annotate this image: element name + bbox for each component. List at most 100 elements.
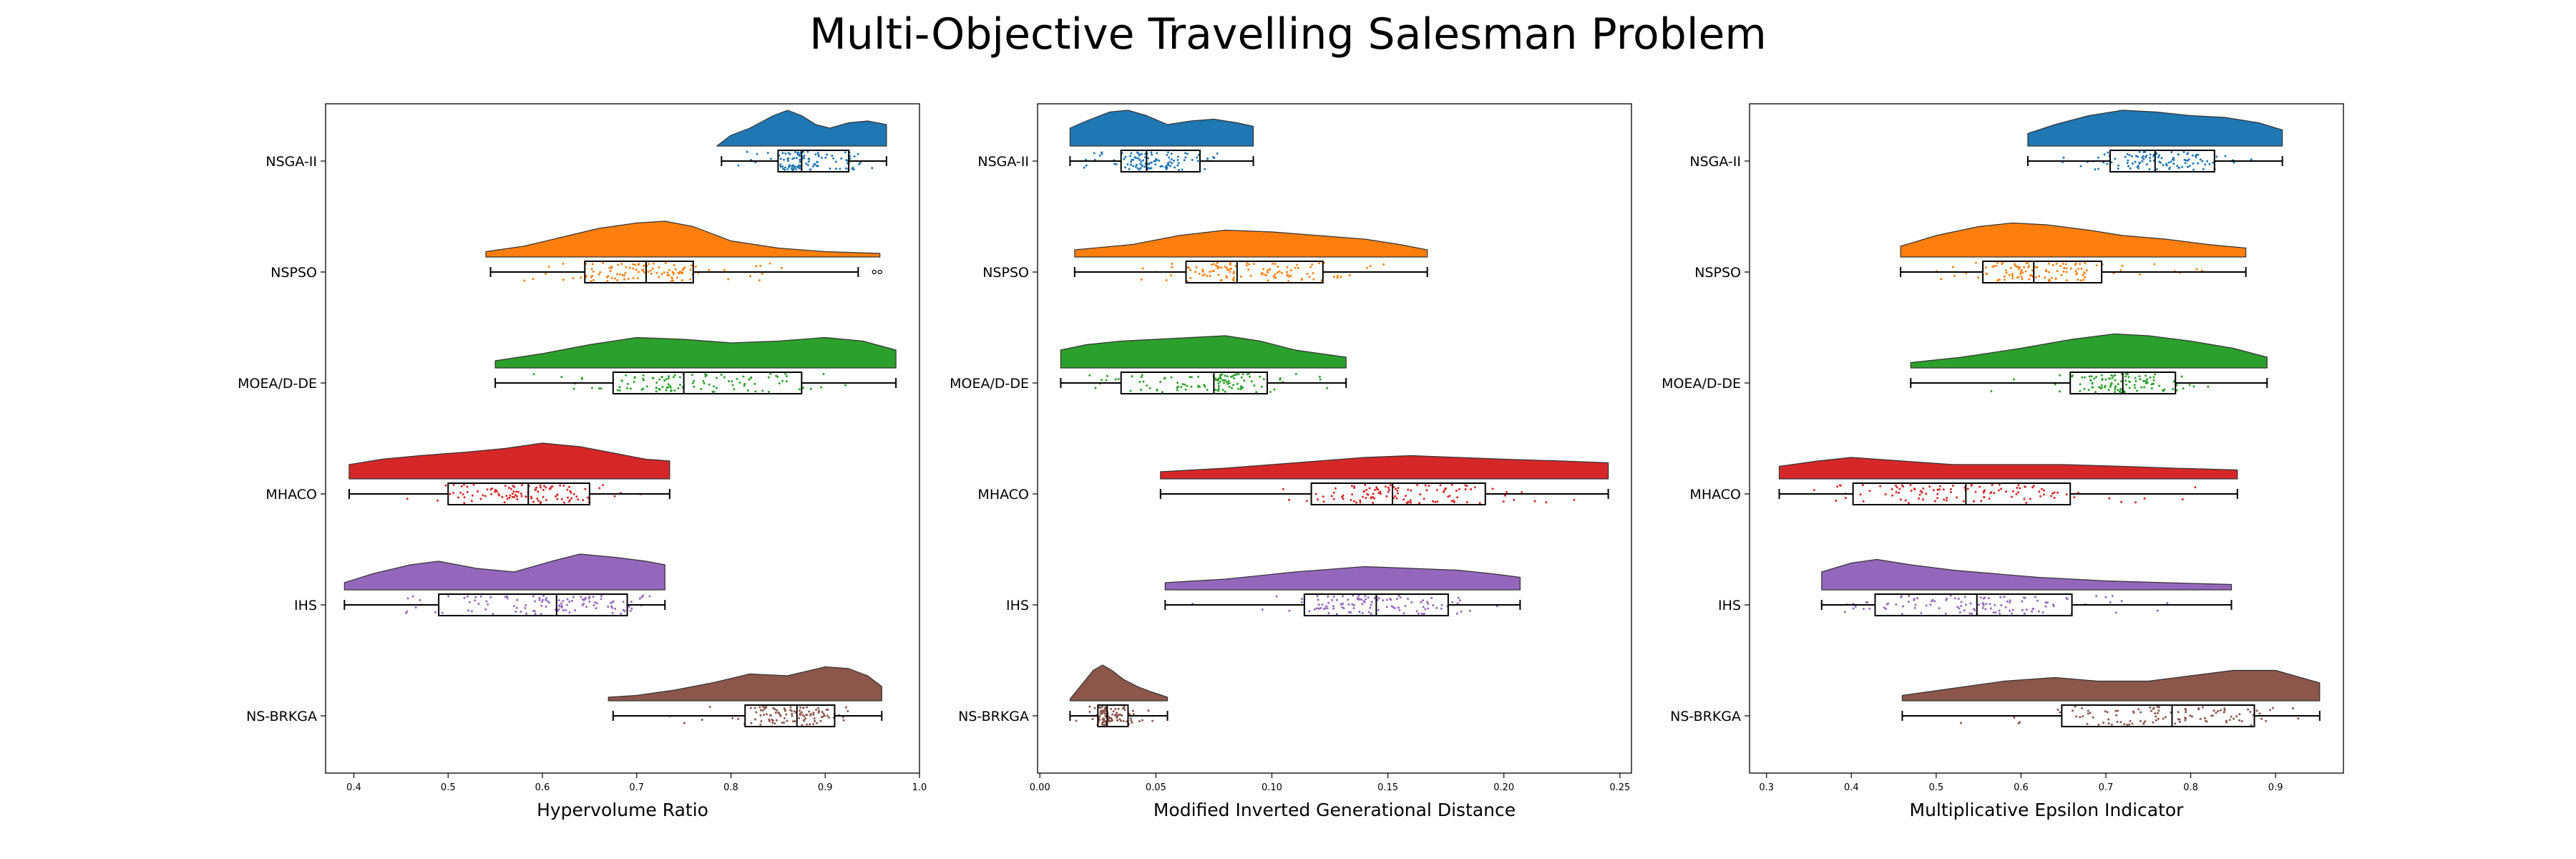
density-cloud — [2027, 110, 2283, 147]
jitter-point — [2107, 151, 2109, 154]
jitter-point — [489, 492, 492, 495]
jitter-point — [822, 715, 825, 718]
jitter-point — [2188, 384, 2191, 387]
jitter-point — [859, 161, 862, 164]
jitter-point — [2089, 712, 2092, 714]
jitter-point — [791, 712, 794, 715]
jitter-point — [844, 167, 847, 170]
jitter-point — [1420, 601, 1423, 603]
jitter-point — [2178, 720, 2181, 723]
jitter-point — [1101, 379, 1103, 382]
jitter-point — [1398, 608, 1401, 611]
jitter-point — [2129, 719, 2132, 722]
jitter-point — [1435, 489, 1438, 492]
jitter-point — [2225, 719, 2228, 722]
jitter-point — [785, 380, 788, 383]
jitter-point — [590, 280, 592, 283]
jitter-point — [414, 606, 417, 608]
jitter-point — [1357, 598, 1360, 601]
jitter-point — [708, 706, 711, 708]
jitter-point — [1165, 165, 1168, 168]
jitter-point — [1243, 379, 1246, 382]
jitter-point — [1331, 598, 1333, 601]
jitter-point — [728, 380, 731, 383]
jitter-point — [753, 707, 756, 709]
jitter-point — [588, 596, 591, 598]
jitter-point — [1093, 707, 1096, 709]
jitter-point — [1368, 487, 1371, 490]
jitter-point — [806, 706, 809, 709]
jitter-point — [2156, 609, 2159, 612]
x-tick-label: 0.8 — [2183, 782, 2198, 793]
jitter-point — [2148, 168, 2151, 170]
jitter-point — [2083, 387, 2086, 390]
jitter-point — [812, 712, 815, 714]
jitter-point — [2126, 152, 2129, 155]
jitter-point — [549, 487, 552, 490]
jitter-point — [1132, 713, 1135, 716]
jitter-point — [1166, 162, 1169, 165]
jitter-point — [1221, 389, 1224, 392]
jitter-point — [477, 603, 480, 605]
jitter-point — [2177, 153, 2180, 156]
density-cloud — [716, 110, 887, 147]
jitter-point — [1958, 611, 1961, 614]
jitter-point — [1351, 603, 1354, 606]
jitter-point — [2050, 495, 2053, 498]
jitter-point — [1861, 484, 1864, 487]
jitter-point — [643, 379, 645, 382]
jitter-point — [2124, 379, 2127, 382]
jitter-point — [1859, 493, 1862, 496]
jitter-point — [1949, 487, 1952, 490]
jitter-point — [817, 707, 820, 709]
jitter-point — [831, 155, 834, 157]
jitter-point — [1126, 163, 1129, 166]
jitter-point — [2005, 269, 2008, 272]
jitter-point — [2065, 267, 2068, 270]
jitter-point — [1907, 601, 1910, 603]
jitter-point — [2013, 717, 2016, 719]
jitter-point — [1186, 152, 1189, 155]
jitter-point — [2019, 266, 2021, 268]
jitter-point — [758, 279, 761, 282]
jitter-point — [1237, 373, 1240, 376]
jitter-point — [1352, 607, 1355, 610]
jitter-point — [1377, 597, 1380, 600]
jitter-point — [826, 708, 829, 711]
jitter-point — [2108, 497, 2111, 500]
jitter-point — [1226, 276, 1228, 279]
jitter-point — [516, 598, 519, 601]
jitter-point — [1389, 484, 1392, 487]
jitter-point — [1460, 610, 1463, 613]
jitter-point — [2019, 487, 2021, 490]
series-mhaco: MHACO — [265, 442, 670, 505]
jitter-point — [2140, 711, 2142, 714]
jitter-point — [1397, 487, 1400, 490]
jitter-point — [1247, 268, 1250, 271]
jitter-point — [1332, 605, 1335, 608]
jitter-point — [2238, 713, 2241, 716]
jitter-point — [1260, 273, 1263, 276]
jitter-point — [470, 500, 473, 503]
jitter-point — [706, 374, 708, 377]
jitter-point — [1978, 603, 1981, 606]
jitter-point — [2152, 376, 2155, 379]
jitter-point — [530, 495, 532, 498]
jitter-point — [1273, 276, 1275, 278]
jitter-point — [2082, 715, 2084, 718]
jitter-point — [2157, 706, 2160, 709]
jitter-point — [2158, 160, 2161, 163]
x-tick-label: 0.4 — [346, 782, 361, 793]
jitter-point — [2071, 374, 2074, 377]
jitter-point — [1234, 374, 1237, 377]
jitter-point — [543, 485, 545, 487]
jitter-point — [669, 386, 672, 389]
jitter-point — [466, 485, 469, 488]
jitter-point — [1990, 390, 1993, 392]
jitter-point — [592, 270, 595, 273]
category-label: NSPSO — [270, 265, 317, 281]
jitter-point — [1983, 496, 1986, 499]
jitter-point — [826, 153, 829, 156]
jitter-point — [1131, 721, 1133, 724]
jitter-point — [1943, 498, 1946, 501]
